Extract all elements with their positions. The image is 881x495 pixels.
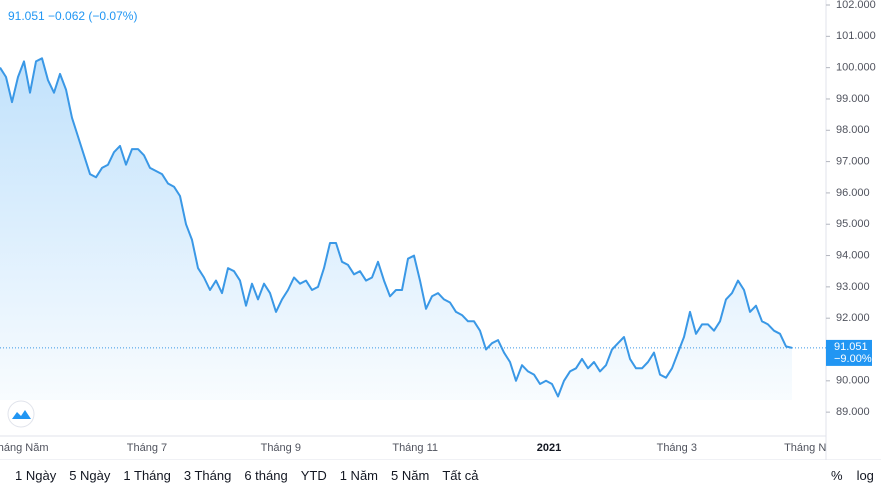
range-button[interactable]: YTD — [300, 468, 327, 483]
x-tick-label: Tháng Năm — [0, 442, 49, 454]
change-label: −9.00% — [834, 353, 872, 365]
x-tick-label: Tháng N — [784, 442, 826, 454]
y-tick-label: 94.000 — [836, 249, 870, 261]
price-line — [0, 57, 793, 398]
toggle-button[interactable]: % — [831, 468, 843, 483]
y-tick-label: 95.000 — [836, 218, 870, 230]
x-tick-label: 2021 — [537, 442, 561, 454]
range-button[interactable]: 1 Ngày — [15, 468, 57, 483]
range-button[interactable]: 5 Năm — [391, 468, 430, 483]
range-button[interactable]: 5 Ngày — [69, 468, 111, 483]
range-bar: 1 Ngày 5 Ngày 1 Tháng 3 Tháng 6 tháng YTD 1 Nă… — [15, 468, 478, 483]
toggle-button[interactable]: log — [856, 468, 874, 483]
y-tick-label: 101.000 — [836, 30, 876, 42]
last-price-box — [826, 339, 872, 366]
range-button[interactable]: 1 Năm — [339, 468, 379, 483]
y-tick-label: 89.000 — [836, 406, 870, 418]
chart: 91.051 −0.062 (−0.07%) 89.00090.00091.00… — [0, 0, 881, 460]
x-tick-label: Tháng 9 — [261, 442, 301, 454]
y-tick-label: 99.000 — [836, 93, 870, 105]
header-quote: 91.051 −0.062 (−0.07%) — [8, 9, 137, 23]
area-fill — [0, 58, 792, 401]
toggles: % log — [831, 468, 874, 483]
y-tick-label: 96.000 — [836, 187, 870, 199]
y-tick-label: 97.000 — [836, 156, 870, 168]
logo — [7, 400, 35, 428]
range-button[interactable]: 1 Tháng — [123, 468, 171, 483]
x-tick-label: Tháng 3 — [657, 442, 697, 454]
x-tick-label: Tháng 7 — [127, 442, 167, 454]
y-tick-label: 102.000 — [836, 0, 876, 11]
y-tick-label: 90.000 — [836, 375, 870, 387]
range-button[interactable]: 3 Tháng — [183, 468, 232, 483]
y-tick-label: 92.000 — [836, 312, 870, 324]
range-button[interactable]: 6 tháng — [244, 468, 288, 483]
x-tick-label: Tháng 11 — [392, 442, 438, 454]
y-tick-label: 100.000 — [836, 62, 876, 74]
range-button[interactable]: Tất cả — [442, 468, 479, 483]
y-tick-label: 93.000 — [836, 281, 870, 293]
y-tick-label: 98.000 — [836, 124, 870, 136]
last-price-label: 91.051 — [834, 341, 868, 353]
